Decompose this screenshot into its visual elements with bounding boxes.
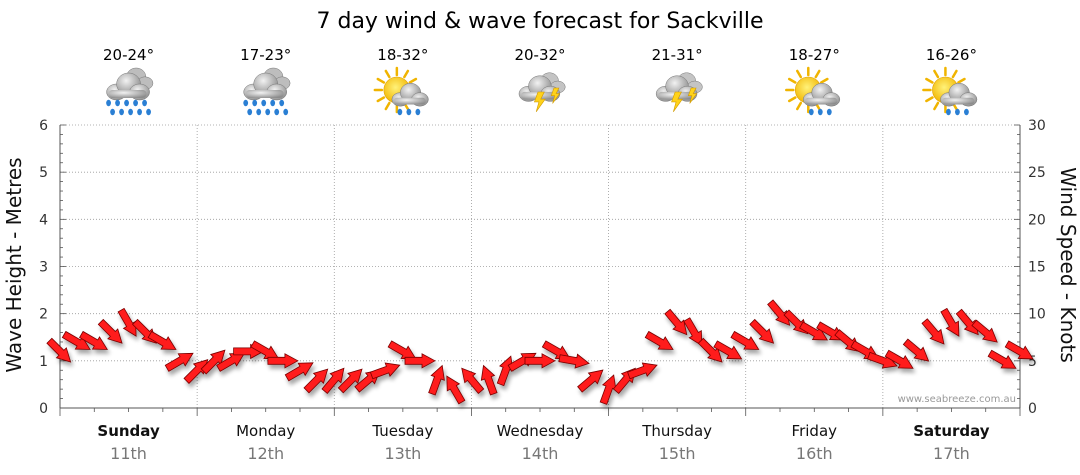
x-day-label: Thursday: [641, 422, 712, 440]
wind-arrow-series: [46, 299, 1034, 405]
wind-arrow: [664, 308, 688, 336]
watermark: www.seabreeze.com.au: [898, 394, 1016, 405]
wind-arrow: [164, 352, 194, 372]
x-axis-labels: Sunday 11th Monday 12th Tuesday 13th Wednesday…: [97, 422, 989, 463]
wind-arrow: [921, 318, 945, 345]
wind-arrow: [644, 330, 674, 350]
x-day-label: Wednesday: [497, 422, 584, 440]
weather-icon-row: [106, 66, 978, 116]
temperature-label: 20-32°: [514, 46, 565, 64]
wind-arrow: [955, 308, 979, 336]
rain-cloud-icon: [243, 67, 291, 116]
wind-arrow: [97, 318, 123, 344]
y-right-tick-label: 0: [1028, 401, 1037, 417]
y-right-tick-label: 15: [1028, 260, 1046, 276]
wind-arrow: [971, 319, 998, 343]
y-left-tick-label: 4: [39, 212, 48, 228]
wind-arrow: [884, 349, 914, 369]
temperature-row: 20-24° 17-23° 18-32° 20-32° 21-31° 18-27° 16-2…: [103, 46, 977, 64]
y-right-tick-label: 10: [1028, 307, 1046, 323]
wind-arrow: [428, 364, 445, 396]
wind-arrow: [46, 337, 72, 363]
x-date-label: 15th: [659, 444, 696, 463]
y-left-tick-label: 2: [39, 307, 48, 323]
wind-arrow: [612, 367, 636, 395]
wind-arrow: [147, 330, 177, 350]
wind-arrow: [369, 362, 401, 380]
temperature-label: 17-23°: [240, 46, 291, 64]
y-left-tick-label: 0: [39, 401, 48, 417]
wind-arrow: [987, 349, 1017, 369]
x-date-label: 17th: [933, 444, 970, 463]
wind-arrow: [749, 318, 775, 344]
y-left-tick-label: 1: [39, 354, 48, 370]
temperature-label: 21-31°: [652, 46, 703, 64]
wind-arrow: [577, 369, 604, 393]
wind-arrow: [461, 367, 485, 395]
y-left-tick-label: 6: [39, 118, 48, 134]
wind-arrow: [303, 368, 329, 394]
wind-arrow: [1004, 340, 1034, 360]
wind-arrow: [480, 364, 498, 396]
y-left-tick-label: 3: [39, 260, 48, 276]
wind-arrow: [216, 352, 246, 372]
wind-arrow: [524, 353, 556, 369]
x-date-label: 14th: [522, 444, 559, 463]
wind-arrow: [321, 367, 345, 395]
wind-arrow: [541, 340, 571, 360]
chart-axes: 0 1 2 3 4 5 6 0 5 10 15 20 25 30: [39, 118, 1046, 417]
wind-arrow: [267, 353, 299, 369]
wind-arrow: [183, 359, 209, 384]
wind-arrow: [713, 340, 743, 360]
x-date-label: 12th: [247, 444, 284, 463]
wind-arrow: [284, 362, 314, 382]
wind-arrow: [446, 375, 466, 405]
x-day-label: Saturday: [913, 422, 990, 440]
x-date-label: 13th: [384, 444, 421, 463]
x-day-label: Tuesday: [371, 422, 433, 440]
wind-arrow: [834, 329, 861, 353]
wind-arrow: [558, 353, 590, 369]
sun-shower-icon: [373, 66, 429, 116]
y-right-axis-title: Wind Speed - Knots: [1056, 167, 1080, 363]
y-right-tick-label: 25: [1028, 165, 1046, 181]
temperature-label: 18-32°: [377, 46, 428, 64]
y-left-axis-title: Wave Height - Metres: [2, 157, 26, 372]
sun-shower-icon: [785, 66, 841, 116]
wind-arrow: [404, 353, 436, 369]
wind-arrow: [767, 299, 791, 326]
wind-arrow: [902, 338, 930, 362]
y-left-tick-label: 5: [39, 165, 48, 181]
wind-arrow: [79, 330, 109, 350]
wind-arrow: [387, 340, 417, 360]
chart-title: 7 day wind & wave forecast for Sackville: [316, 9, 763, 34]
x-date-label: 11th: [110, 444, 147, 463]
sun-shower-icon: [922, 66, 978, 116]
thunderstorm-icon: [655, 72, 703, 112]
wind-arrow: [730, 330, 760, 350]
wind-arrow: [627, 362, 658, 380]
wind-arrow: [940, 307, 960, 337]
y-right-tick-label: 30: [1028, 118, 1046, 134]
x-day-label: Monday: [236, 422, 295, 440]
thunderstorm-icon: [518, 72, 566, 112]
wind-arrow: [337, 368, 363, 394]
x-day-label: Sunday: [97, 422, 160, 440]
rain-cloud-icon: [106, 67, 154, 116]
wind-arrow: [250, 340, 280, 360]
temperature-label: 18-27°: [789, 46, 840, 64]
wind-arrow: [683, 317, 703, 347]
temperature-label: 20-24°: [103, 46, 154, 64]
y-right-tick-label: 5: [1028, 354, 1037, 370]
y-right-tick-label: 20: [1028, 212, 1046, 228]
x-day-label: Friday: [792, 422, 838, 440]
temperature-label: 16-26°: [926, 46, 977, 64]
x-date-label: 16th: [796, 444, 833, 463]
